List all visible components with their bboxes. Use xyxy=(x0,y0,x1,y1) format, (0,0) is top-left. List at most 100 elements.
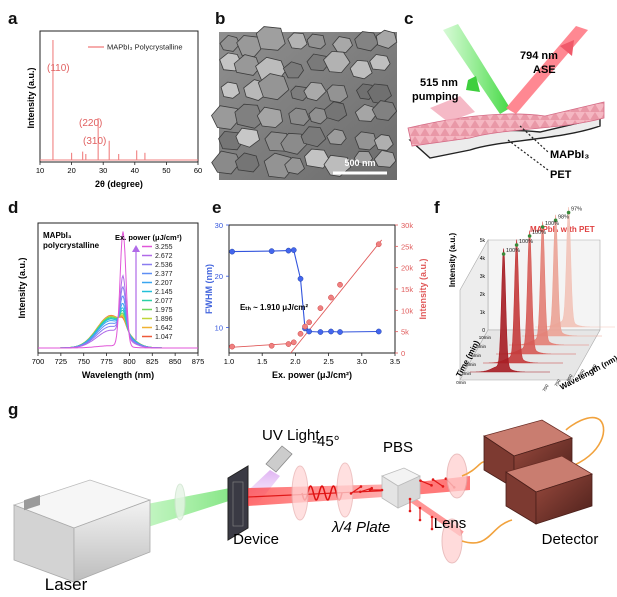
legend-label: 1.896 xyxy=(155,316,173,323)
panel-g-setup-diagram: g Laser UV Light Device -45° λ/4 Plate xyxy=(8,400,605,594)
wavelength-tick-label: 850 xyxy=(578,368,586,377)
panel-label: a xyxy=(8,9,18,28)
sample-label: polycrystalline xyxy=(43,241,100,250)
y-tick-label: 0 xyxy=(401,349,405,358)
beam-axis xyxy=(247,489,401,498)
y-tick-label: 30k xyxy=(401,221,413,230)
angle-label: -45° xyxy=(312,433,340,450)
lens-label: Lens xyxy=(434,515,467,532)
substrate-label: PET xyxy=(550,169,572,181)
x-tick-label: 1.0 xyxy=(224,357,234,366)
threshold-label: Eₜₕ ~ 1.910 μJ/cm² xyxy=(240,303,308,312)
filter-lens xyxy=(174,483,186,521)
legend-label: 2.377 xyxy=(155,271,173,278)
intensity-point xyxy=(285,341,292,347)
intensity-point xyxy=(328,294,334,301)
legend: 3.255 2.672 2.536 2.377 2.207 2.145 2.077 1.975… xyxy=(142,244,173,341)
x-tick-label: 3.0 xyxy=(357,357,367,366)
sample-label: MAPbI₃ xyxy=(43,231,72,240)
right-axis-label: Intensity (a.u.) xyxy=(418,258,428,319)
panel-label: b xyxy=(215,9,225,28)
y-tick-label: 10 xyxy=(215,323,223,332)
sem-grain xyxy=(371,100,398,121)
x-tick-label: 725 xyxy=(55,357,68,366)
x-axis-ticks: 700 725 750 775 800 825 850 875 xyxy=(32,353,204,366)
polarization-arrow xyxy=(420,480,432,486)
sem-grain xyxy=(326,128,347,146)
xrd-pattern xyxy=(40,40,198,161)
arrow-head xyxy=(368,488,372,492)
retention-label: 100% xyxy=(545,221,559,227)
pump-wavelength: 515 nm xyxy=(420,77,458,89)
sem-grain xyxy=(323,154,352,177)
sem-grain xyxy=(220,81,240,99)
fwhm-point xyxy=(328,328,334,335)
peak-marker xyxy=(540,225,545,229)
detector2-body xyxy=(535,473,593,525)
arrow-head xyxy=(419,479,422,482)
peak-label-310: (310) xyxy=(83,136,106,147)
arrow-head xyxy=(418,506,422,510)
intensity-point xyxy=(268,342,275,349)
y-tick-label: 30 xyxy=(215,221,223,230)
arrow-head xyxy=(380,488,384,492)
fwhm-point xyxy=(229,248,235,255)
uv-light-label: UV Light xyxy=(262,427,320,444)
sem-grain xyxy=(326,84,349,103)
ase-label: ASE xyxy=(533,64,556,76)
x-tick-label: 1.5 xyxy=(257,357,267,366)
wavelength-tick-label: 750 xyxy=(554,378,562,387)
intensity-point xyxy=(229,343,235,350)
panel-c-ase-schematic: c 515 nm pumping 794 nm ASE MAPbI₃ PET xyxy=(404,9,605,181)
x-tick-label: 50 xyxy=(162,166,170,175)
sem-grain xyxy=(256,106,283,128)
panel-label: f xyxy=(434,198,440,217)
axis-ticks: 0 1k 2k 3k 4k 5k 0min 2min 4min 6min 8min 10min 700 7… xyxy=(456,238,598,393)
fwhm-point xyxy=(297,275,304,282)
sem-grain xyxy=(375,29,398,49)
arrow-head xyxy=(431,478,435,481)
fiber-top xyxy=(559,416,605,471)
stability-curve xyxy=(535,206,615,328)
legend-label: 2.145 xyxy=(155,289,173,296)
pbs-side xyxy=(397,475,421,509)
panel-label: c xyxy=(404,9,413,28)
intensity-tick-label: 5k xyxy=(480,238,486,244)
fit-line xyxy=(290,239,383,354)
sem-grain xyxy=(304,148,330,169)
detector-label: Detector xyxy=(542,531,599,548)
time-tick-label: 0min xyxy=(456,380,466,385)
increase-arrow-icon xyxy=(132,245,140,252)
legend-label: 3.255 xyxy=(155,244,173,251)
sem-grain xyxy=(323,101,348,122)
intensity-tick-label: 0 xyxy=(482,328,485,334)
fwhm-point xyxy=(337,329,343,335)
stability-curve xyxy=(470,248,550,373)
panel-label: d xyxy=(8,198,18,217)
panel-e-threshold-chart: e Eₜₕ ~ 1.910 μJ/cm² 1.0 1.5 2.0 2.5 3.0 3.51… xyxy=(204,198,428,380)
sem-grain xyxy=(354,31,379,52)
fwhm-point xyxy=(268,248,275,254)
arrow-head xyxy=(408,509,412,513)
panel-label: e xyxy=(212,198,221,217)
sem-grain xyxy=(284,157,305,175)
panel-a-xrd-chart: a MAPbI₃ Polycrystalline (110) (220) (31… xyxy=(8,9,202,189)
peak-marker xyxy=(527,234,532,238)
panel-b-sem-image: b 500 nm xyxy=(211,9,398,180)
wavelength-tick-label: 800 xyxy=(566,373,574,382)
quarter-wave-plate xyxy=(336,462,354,518)
x-tick-label: 2.0 xyxy=(290,357,300,366)
sem-grain xyxy=(282,61,304,79)
y-tick-label: 10k xyxy=(401,306,413,315)
peak-label-220: (220) xyxy=(79,118,102,129)
polarization-arrow xyxy=(350,486,362,494)
x-tick-label: 800 xyxy=(123,357,136,366)
arrow-head xyxy=(349,492,353,495)
arrow-head xyxy=(430,484,433,487)
uv-lamp-icon xyxy=(265,445,293,473)
sem-grain xyxy=(233,54,261,76)
y-axis-label: Intensity (a.u.) xyxy=(26,67,36,128)
time-tick-label: 2min xyxy=(461,371,471,376)
x-tick-label: 20 xyxy=(67,166,75,175)
pump-arrow-icon xyxy=(466,76,480,92)
